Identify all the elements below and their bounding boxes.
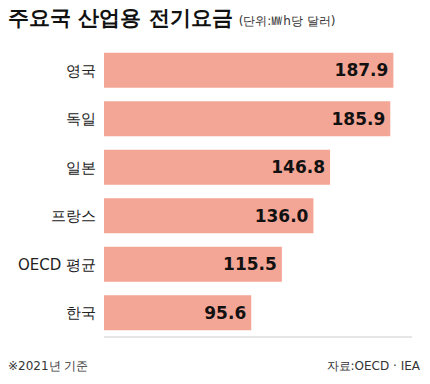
svg-text:독일: 독일 [66,110,96,128]
html-text:※2021년 기준: ※2021년 기준 [8,359,89,373]
svg-text:187.9: 187.9 [335,60,389,80]
svg-text:OECD 평균: OECD 평균 [18,256,96,274]
svg-text:185.9: 185.9 [332,109,386,129]
svg-text:95.6: 95.6 [204,303,246,323]
svg-text:프랑스: 프랑스 [51,207,96,225]
svg-text:영국: 영국 [66,62,96,80]
svg-text:146.8: 146.8 [271,157,325,177]
svg-text:일본: 일본 [66,159,96,177]
html-text:자료:OECD · IEA: 자료:OECD · IEA [326,359,420,373]
svg-text:한국: 한국 [66,304,96,322]
svg-text:136.0: 136.0 [255,206,309,226]
html-text:주요국 산업용 전기요금 (단위:㎿h당 달러): 주요국 산업용 전기요금 (단위:㎿h당 달러) [8,6,336,30]
svg-text:115.5: 115.5 [223,254,277,274]
